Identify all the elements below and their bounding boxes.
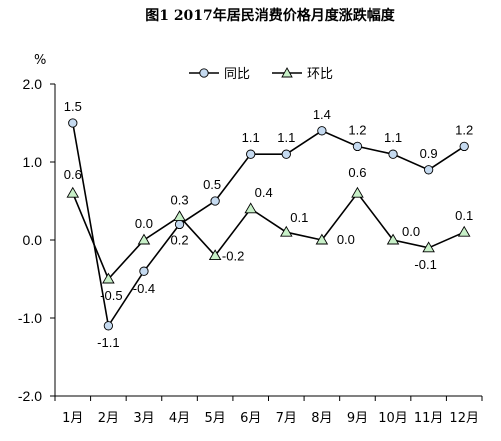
data-point-yoy — [423, 165, 434, 175]
data-point-mom — [315, 233, 329, 245]
data-point-mom — [244, 202, 257, 214]
data-label-mom: 0.0 — [402, 224, 420, 239]
data-label-yoy: 0.9 — [420, 146, 438, 161]
legend: 同比 环比 — [189, 67, 333, 82]
data-label-yoy: 1.1 — [242, 130, 260, 145]
legend-marker-yoy — [199, 68, 209, 78]
data-point-mom — [173, 210, 186, 222]
data-point-mom — [386, 233, 400, 245]
y-unit-label: % — [34, 53, 46, 68]
y-tick-label: 0.0 — [23, 232, 43, 248]
data-point-yoy — [103, 321, 114, 331]
data-label-yoy: 1.1 — [277, 130, 295, 145]
x-tick-label: 2月 — [98, 411, 119, 426]
data-point-yoy — [459, 141, 469, 152]
x-tick-label: 12月 — [449, 411, 479, 426]
data-label-mom: 0.1 — [455, 208, 473, 223]
data-label-mom: 0.6 — [348, 165, 366, 180]
data-label-mom: -0.1 — [414, 257, 436, 272]
data-label-mom: 0.4 — [255, 185, 273, 200]
data-point-mom — [280, 225, 293, 237]
data-label-mom: 0.6 — [64, 167, 82, 182]
data-label-mom: 0.0 — [337, 232, 355, 247]
data-point-yoy — [174, 219, 185, 230]
data-point-mom — [457, 225, 471, 237]
x-tick-label: 9月 — [347, 411, 368, 426]
y-tick-label: -2.0 — [18, 388, 42, 404]
series-layer — [66, 118, 471, 331]
data-point-mom — [208, 249, 222, 261]
data-label-yoy: 0.5 — [203, 177, 221, 192]
data-point-yoy — [68, 118, 78, 128]
data-point-mom — [351, 186, 364, 198]
data-labels-layer: 1.5 -1.1 -0.4 0.2 0.5 1.1 1.1 1.4 1.2 1.1 0.9 1.2 0.… — [64, 99, 473, 350]
data-label-yoy: 1.2 — [455, 122, 473, 137]
data-point-yoy — [388, 149, 398, 159]
data-point-mom — [102, 272, 115, 284]
legend-label-yoy: 同比 — [224, 67, 250, 82]
data-point-mom — [66, 186, 80, 198]
data-label-yoy: 0.2 — [171, 232, 189, 247]
series-line-mom — [72, 191, 465, 281]
data-label-mom: 0.3 — [171, 193, 189, 208]
chart-title: 图1 2017年居民消费价格月度涨跌幅度 — [145, 7, 396, 24]
data-point-mom — [422, 241, 435, 253]
x-tick-label: 1月 — [62, 411, 83, 426]
data-point-mom — [137, 233, 151, 245]
x-tick-label: 3月 — [133, 411, 154, 426]
x-tick-label: 10月 — [378, 411, 408, 426]
data-point-yoy — [352, 141, 363, 152]
data-label-mom: -0.2 — [222, 249, 244, 264]
x-tick-label: 7月 — [276, 411, 297, 426]
data-point-yoy — [281, 149, 291, 159]
x-tick-label: 4月 — [169, 411, 190, 426]
x-tick-label: 5月 — [204, 411, 225, 426]
data-label-yoy: -0.4 — [133, 281, 155, 296]
data-point-yoy — [317, 126, 327, 136]
axes: 2.0 1.0 0.0 -1.0 -2.0 1月 2月 3月 4月 5月 6月 7月 8月 9月 10月 11… — [18, 76, 483, 426]
data-point-yoy — [210, 196, 220, 206]
data-label-mom: 0.0 — [135, 216, 153, 231]
data-label-yoy: 1.1 — [384, 130, 402, 145]
y-tick-label: 2.0 — [23, 76, 43, 92]
data-point-yoy — [246, 149, 256, 159]
y-tick-label: -1.0 — [18, 310, 42, 326]
y-tick-label: 1.0 — [23, 154, 43, 170]
data-label-mom: 0.1 — [290, 210, 308, 225]
x-tick-label: 11月 — [414, 411, 444, 426]
data-label-yoy: -1.1 — [97, 335, 119, 350]
series-line-yoy — [72, 122, 465, 328]
data-label-yoy: 1.2 — [348, 122, 366, 137]
data-label-mom: -0.5 — [100, 288, 122, 303]
data-label-yoy: 1.5 — [64, 99, 82, 114]
x-tick-label: 8月 — [311, 411, 332, 426]
x-tick-label: 6月 — [240, 411, 261, 426]
data-label-yoy: 1.4 — [313, 107, 331, 122]
legend-marker-mom — [281, 67, 293, 78]
data-point-yoy — [139, 266, 149, 276]
legend-label-mom: 环比 — [307, 67, 333, 82]
